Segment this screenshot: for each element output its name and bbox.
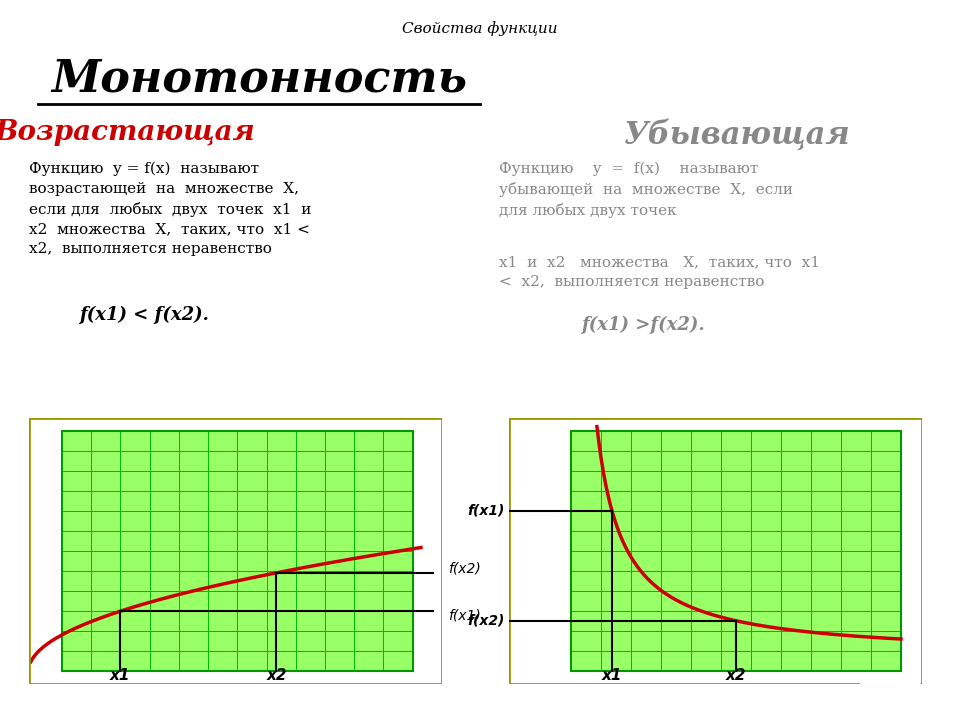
Text: f(x2): f(x2) [468, 613, 505, 628]
Text: x2: x2 [266, 667, 287, 683]
Text: f(x1): f(x1) [447, 608, 481, 622]
Text: x1  и  x2   множества   X,  таких, что  x1
<  x2,  выполняется неравенство: x1 и x2 множества X, таких, что x1 < x2,… [499, 256, 820, 289]
Text: Свойства функции: Свойства функции [402, 22, 558, 37]
Text: Функцию    y  =  f(x)    называют
убывающей  на  множестве  X,  если
для любых д: Функцию y = f(x) называют убывающей на м… [499, 162, 793, 218]
Text: Убывающая: Убывающая [624, 119, 851, 150]
Text: Монотонность: Монотонность [51, 58, 468, 101]
Text: Функцию  y = f(x)  называют
возрастающей  на  множестве  X,
если для  любых  дву: Функцию y = f(x) называют возрастающей н… [29, 162, 311, 256]
Text: f(x2): f(x2) [447, 562, 481, 576]
Text: x2: x2 [726, 667, 746, 683]
Bar [570, 431, 900, 671]
Text: x1: x1 [602, 667, 622, 683]
Bar [570, 431, 900, 671]
Text: f(x1): f(x1) [468, 504, 505, 518]
Bar [61, 431, 413, 671]
Text: f(x1) >f(x2).: f(x1) >f(x2). [582, 315, 705, 333]
Text: f(x1) < f(x2).: f(x1) < f(x2). [79, 306, 209, 324]
Text: Возрастающая: Возрастающая [0, 119, 255, 145]
Text: x1: x1 [109, 667, 130, 683]
Bar [61, 431, 413, 671]
